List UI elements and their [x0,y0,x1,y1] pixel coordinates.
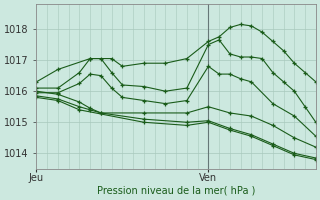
X-axis label: Pression niveau de la mer( hPa ): Pression niveau de la mer( hPa ) [97,186,255,196]
